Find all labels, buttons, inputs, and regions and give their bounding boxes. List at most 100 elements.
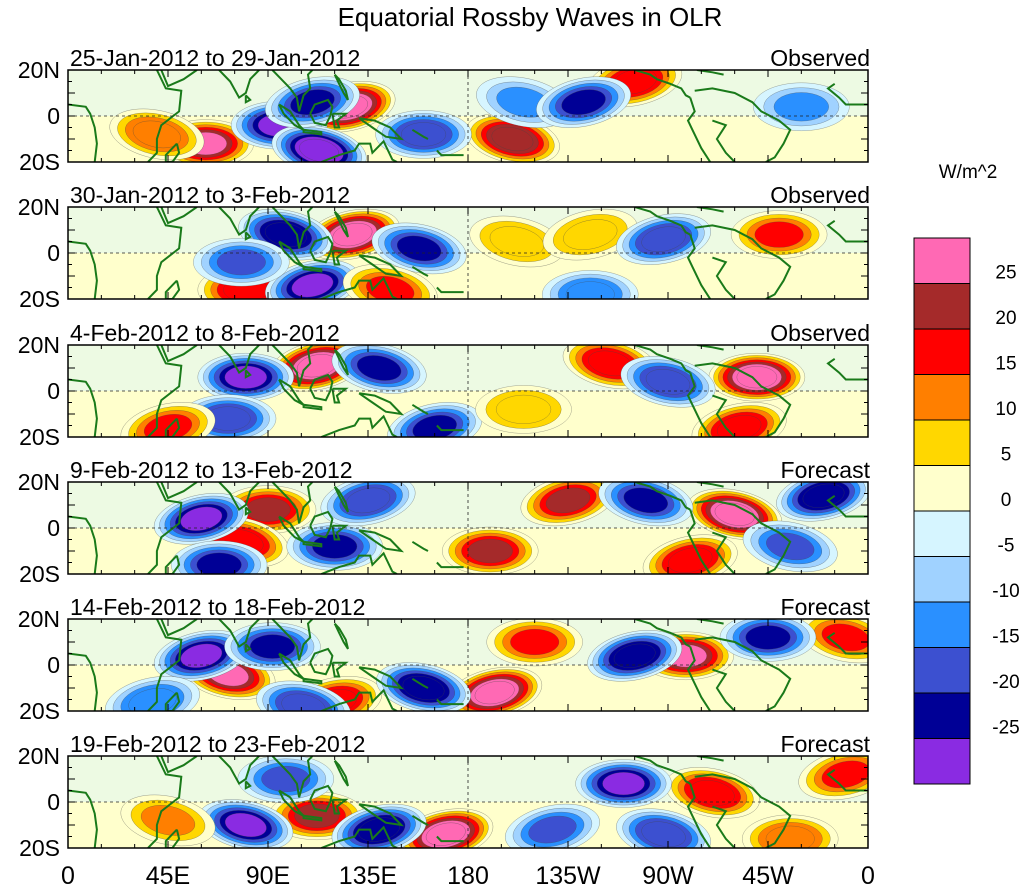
y-tick-label: 0 <box>47 240 60 266</box>
coastline <box>147 70 183 162</box>
coastline <box>218 207 260 237</box>
coastline <box>712 256 736 299</box>
coastline <box>309 784 334 813</box>
colorbar-swatch <box>913 556 971 603</box>
colorbar-swatch <box>913 465 971 512</box>
x-tick-label: 45E <box>146 862 190 890</box>
panel-status: Observed <box>770 320 870 346</box>
coastline <box>634 207 691 236</box>
panel-3: 20N 0 20S 4-Feb-2012 to 8-Feb-2012 Observed <box>18 320 870 450</box>
colorbar-level-label: -25 <box>992 718 1019 739</box>
coastline <box>68 789 98 848</box>
panel-period: 4-Feb-2012 to 8-Feb-2012 <box>70 320 340 346</box>
coastline <box>333 485 349 513</box>
coastline <box>436 286 464 294</box>
anomaly-contour <box>668 547 713 573</box>
coastline <box>68 515 98 574</box>
anomaly-contour <box>180 643 223 668</box>
anomaly-contour <box>821 760 868 789</box>
anomaly-field <box>68 345 868 437</box>
anomaly-contour <box>623 487 668 514</box>
coastline <box>164 828 181 848</box>
y-tick-label: 20N <box>18 194 60 220</box>
coastline <box>302 403 323 411</box>
coastline <box>271 207 314 249</box>
coastline <box>271 756 314 798</box>
coastlines <box>68 619 868 711</box>
coastline <box>218 619 260 649</box>
anomaly-contour <box>802 483 845 508</box>
panel-4: 20N 0 20S 9-Feb-2012 to 13-Feb-2012 Forecast <box>18 457 871 587</box>
coastline <box>826 219 868 243</box>
coastline <box>218 345 260 375</box>
anomaly-contour <box>641 821 686 847</box>
coastline <box>436 424 464 432</box>
colorbar-level-label: 0 <box>1001 490 1012 511</box>
colorbar-swatch <box>913 419 971 466</box>
colorbar-swatch <box>913 510 971 557</box>
coastline <box>68 240 98 299</box>
anomaly-contour <box>563 219 618 250</box>
coastline <box>271 70 314 112</box>
colorbar-level-label: 5 <box>1001 445 1012 466</box>
anomaly-contour <box>690 780 735 806</box>
panel-6: 20N 0 20S 19-Feb-2012 to 23-Feb-2012 Forecas… <box>18 731 871 861</box>
anomaly-contour <box>773 92 829 122</box>
anomaly-contour <box>412 415 457 437</box>
colorbar-swatch <box>913 738 971 785</box>
coastline <box>309 235 334 264</box>
coastline <box>634 756 691 785</box>
anomaly-contour <box>495 394 552 424</box>
x-tick-label: 90W <box>642 862 694 890</box>
colorbar-swatch <box>913 237 971 284</box>
coastline <box>147 345 183 437</box>
coastline <box>358 254 405 278</box>
y-tick-label: 0 <box>47 652 60 678</box>
anomaly-contour <box>402 675 445 701</box>
coastline <box>696 70 724 76</box>
coastline <box>309 373 334 402</box>
coastline <box>244 780 252 790</box>
panels-layer: 20N 0 20S 25-Jan-2012 to 29-Jan-2012 Observe… <box>18 45 871 861</box>
coastline <box>411 265 429 277</box>
anomaly-field <box>68 482 868 574</box>
coastline <box>147 207 183 299</box>
coastline <box>826 494 868 518</box>
coastline <box>686 234 712 299</box>
panel-period: 25-Jan-2012 to 29-Jan-2012 <box>70 45 360 71</box>
coastline <box>309 647 334 676</box>
coastline <box>634 482 691 511</box>
coastline <box>331 112 349 129</box>
coastline <box>411 128 429 140</box>
panel-status: Forecast <box>781 594 871 620</box>
colorbar-level-label: 25 <box>995 263 1016 284</box>
coastline <box>712 805 736 848</box>
anomaly-field <box>68 207 868 299</box>
coastline <box>411 540 429 552</box>
anomaly-contour <box>561 89 606 115</box>
y-tick-label: 20S <box>19 835 60 861</box>
anomaly-contour <box>474 680 515 705</box>
coastline <box>411 677 429 689</box>
coastline <box>218 756 260 786</box>
coastline <box>331 661 349 678</box>
coastline <box>320 551 398 574</box>
coastline <box>436 149 464 157</box>
coastline <box>68 652 98 711</box>
coastline <box>244 231 252 241</box>
anomaly-contour <box>545 487 591 514</box>
coastline <box>302 814 323 822</box>
coastline <box>696 207 724 213</box>
colorbar-swatch <box>913 374 971 421</box>
x-tick-label: 135W <box>535 862 601 890</box>
anomaly-contour <box>281 693 326 711</box>
coastline <box>436 561 464 569</box>
anomaly-contour <box>714 502 755 526</box>
coastline <box>160 70 198 88</box>
anomaly-contour <box>754 221 804 248</box>
y-tick-label: 20S <box>19 698 60 724</box>
anomaly-contour <box>745 625 791 650</box>
coastline <box>712 394 736 437</box>
y-tick-label: 20N <box>18 743 60 769</box>
anomaly-contour <box>528 815 577 844</box>
